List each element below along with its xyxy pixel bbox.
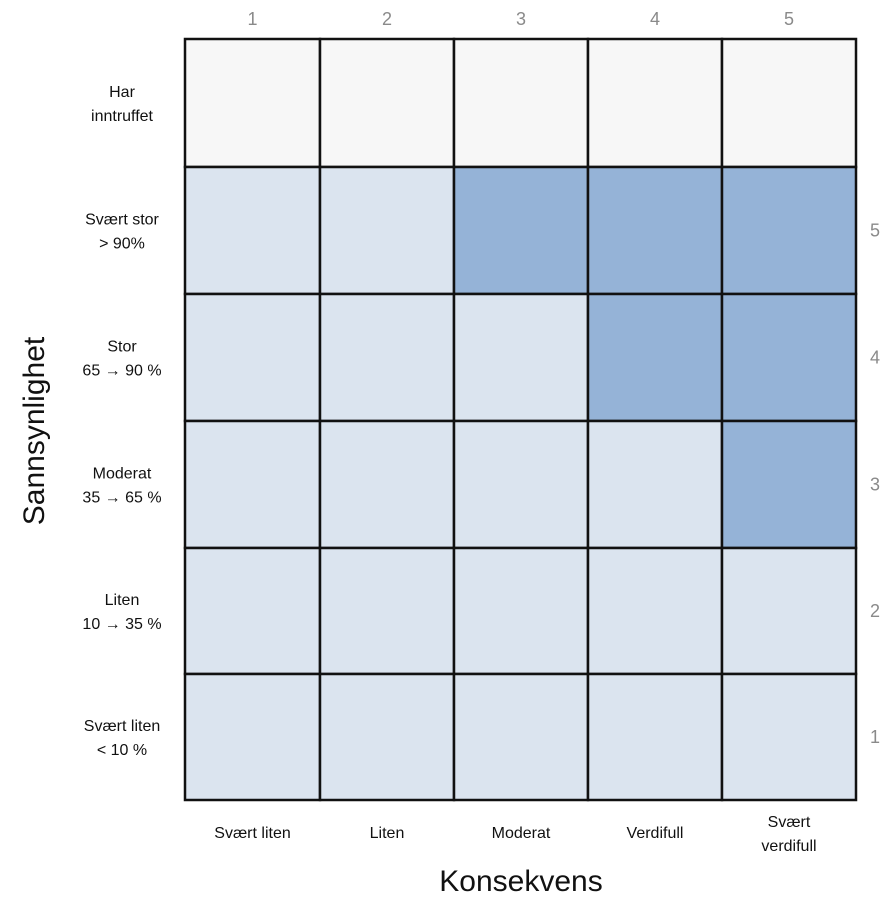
row-number: 1 bbox=[870, 727, 880, 747]
matrix-cell-r3-c4 bbox=[586, 292, 724, 423]
column-label: Liten bbox=[370, 825, 405, 842]
matrix-cell-r4-c4 bbox=[586, 419, 724, 550]
matrix-cell-r1-c3 bbox=[452, 37, 590, 169]
matrix-cell-r3-c2 bbox=[318, 292, 456, 423]
matrix-cell-r6-c4 bbox=[586, 672, 724, 802]
matrix-cell-r2-c2 bbox=[318, 165, 456, 296]
matrix-cell-r5-c4 bbox=[586, 546, 724, 676]
matrix-cell-r1-c1 bbox=[183, 37, 322, 169]
row-label: Moderat 35 → 65 % bbox=[82, 466, 161, 507]
matrix-cell-r5-c1 bbox=[183, 546, 322, 676]
matrix-cell-r3-c5 bbox=[720, 292, 858, 423]
matrix-cell-r4-c5 bbox=[720, 419, 858, 550]
column-labels: Svært liten Liten Moderat Verdifull Svært ver… bbox=[214, 814, 816, 855]
matrix-cell-r6-c3 bbox=[452, 672, 590, 802]
matrix-cell-r5-c2 bbox=[318, 546, 456, 676]
matrix-cell-r5-c3 bbox=[452, 546, 590, 676]
column-number: 2 bbox=[382, 9, 392, 29]
column-number: 5 bbox=[784, 9, 794, 29]
matrix-cell-r2-c3 bbox=[452, 165, 590, 296]
matrix-cell-r1-c5 bbox=[720, 37, 858, 169]
row-number: 2 bbox=[870, 601, 880, 621]
column-number: 3 bbox=[516, 9, 526, 29]
matrix-cell-r6-c2 bbox=[318, 672, 456, 802]
matrix-cell-r2-c5 bbox=[720, 165, 858, 296]
matrix-cell-r5-c5 bbox=[720, 546, 858, 676]
matrix-cells bbox=[183, 37, 858, 802]
row-labels: Har inntruffet Svært stor > 90% Stor 65 → 90 … bbox=[82, 84, 161, 759]
row-label: Svært stor > 90% bbox=[85, 212, 159, 253]
row-label: Liten 10 → 35 % bbox=[82, 592, 161, 633]
matrix-cell-r6-c5 bbox=[720, 672, 858, 802]
matrix-cell-r6-c1 bbox=[183, 672, 322, 802]
row-number: 4 bbox=[870, 348, 880, 368]
matrix-cell-r3-c1 bbox=[183, 292, 322, 423]
column-label: Verdifull bbox=[627, 825, 684, 842]
row-number: 3 bbox=[870, 475, 880, 495]
x-axis-title: Konsekvens bbox=[439, 865, 602, 898]
row-label: Har inntruffet bbox=[91, 84, 154, 125]
column-label: Moderat bbox=[492, 825, 551, 842]
matrix-cell-r1-c2 bbox=[318, 37, 456, 169]
column-numbers: 1 2 3 4 5 bbox=[247, 9, 794, 29]
matrix-cell-r4-c1 bbox=[183, 419, 322, 550]
matrix-cell-r3-c3 bbox=[452, 292, 590, 423]
matrix-cell-r4-c3 bbox=[452, 419, 590, 550]
row-label: Stor 65 → 90 % bbox=[82, 339, 161, 380]
column-number: 4 bbox=[650, 9, 660, 29]
column-label: Svært verdifull bbox=[761, 814, 816, 855]
row-number: 5 bbox=[870, 221, 880, 241]
column-number: 1 bbox=[247, 9, 257, 29]
row-numbers: 5 4 3 2 1 bbox=[870, 221, 880, 748]
matrix-cell-r1-c4 bbox=[586, 37, 724, 169]
column-label: Svært liten bbox=[214, 825, 290, 842]
matrix-cell-r2-c4 bbox=[586, 165, 724, 296]
y-axis-title: Sannsynlighet bbox=[18, 336, 51, 525]
row-label: Svært liten < 10 % bbox=[84, 718, 160, 759]
matrix-cell-r4-c2 bbox=[318, 419, 456, 550]
matrix-cell-r2-c1 bbox=[183, 165, 322, 296]
